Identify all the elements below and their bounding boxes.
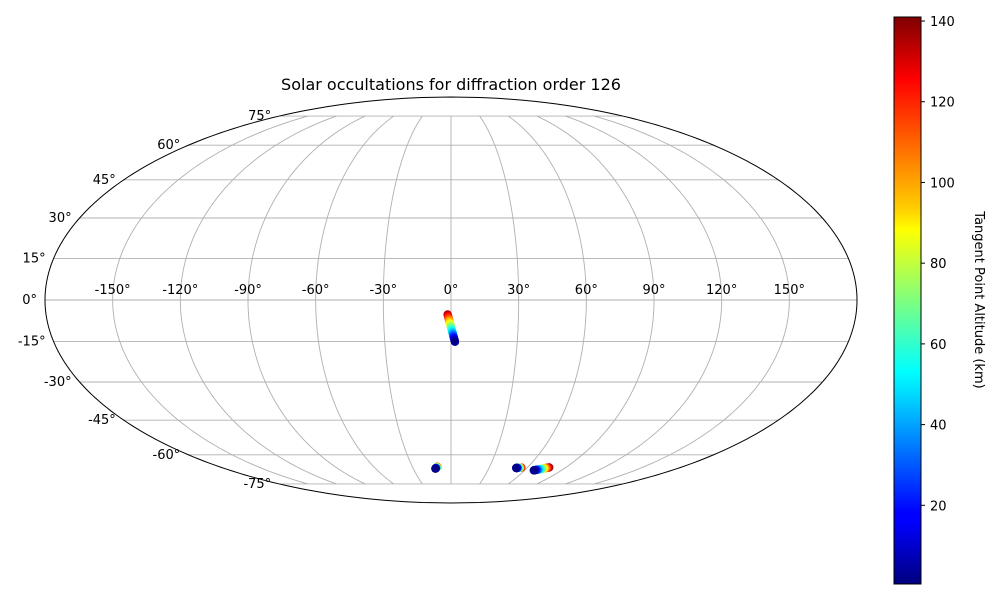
lon-tick-label: 150° bbox=[774, 283, 805, 298]
lon-tick-label: 90° bbox=[642, 283, 665, 298]
colorbar-tick-label: 120 bbox=[930, 96, 955, 111]
data-points bbox=[431, 310, 554, 475]
occultation-point bbox=[431, 464, 440, 473]
colorbar-tick-label: 140 bbox=[930, 15, 955, 30]
lon-tick-label: 30° bbox=[507, 283, 530, 298]
lat-tick-label: 60° bbox=[157, 138, 180, 153]
lat-tick-label: 30° bbox=[49, 211, 72, 226]
lat-tick-label: 0° bbox=[22, 293, 37, 308]
lon-tick-label: -60° bbox=[302, 283, 330, 298]
lat-tick-label: 75° bbox=[248, 109, 271, 124]
lat-tick-label: -75° bbox=[243, 477, 271, 492]
lat-tick-label: 15° bbox=[23, 251, 46, 266]
chart-title: Solar occultations for diffraction order… bbox=[281, 75, 621, 94]
colorbar-tick-label: 40 bbox=[930, 419, 947, 434]
occultation-point bbox=[512, 463, 521, 473]
lat-tick-label: -45° bbox=[88, 413, 116, 428]
occultation-point bbox=[529, 466, 538, 475]
lat-tick-label: -60° bbox=[153, 448, 181, 463]
map-area: -150° -120° -90° -60° -30° 0° 30° 60° 90° 120° 150… bbox=[18, 96, 858, 504]
lon-tick-label: 120° bbox=[706, 283, 737, 298]
colorbar-tick-label: 100 bbox=[930, 176, 955, 191]
colorbar-tick-label: 80 bbox=[930, 257, 947, 272]
colorbar: 20 40 60 80 100 120 140 Tangent Point Altitude… bbox=[893, 15, 986, 585]
lon-tick-label: -120° bbox=[162, 283, 198, 298]
lat-tick-label: 45° bbox=[93, 173, 116, 188]
lon-tick-label: -150° bbox=[95, 283, 131, 298]
gridlines bbox=[45, 115, 857, 485]
longitude-tick-labels: -150° -120° -90° -60° -30° 0° 30° 60° 90° 120° 150… bbox=[95, 283, 805, 298]
lon-tick-label: -90° bbox=[234, 283, 262, 298]
colorbar-tick-label: 60 bbox=[930, 338, 947, 353]
lat-tick-label: -15° bbox=[18, 335, 46, 350]
colorbar-ticks: 20 40 60 80 100 120 140 bbox=[921, 15, 955, 514]
colorbar-label: Tangent Point Altitude (km) bbox=[971, 210, 986, 388]
map-outline bbox=[44, 96, 858, 504]
latitude-tick-labels: 75° 60° 45° 30° 15° 0° -15° -30° -45° -60° -75° bbox=[18, 109, 271, 492]
lon-tick-label: 60° bbox=[575, 283, 598, 298]
colorbar-gradient bbox=[893, 16, 922, 585]
lon-tick-label: 0° bbox=[444, 283, 459, 298]
colorbar-tick-label: 20 bbox=[930, 499, 947, 514]
lat-tick-label: -30° bbox=[44, 375, 72, 390]
lon-tick-label: -30° bbox=[369, 283, 397, 298]
occultation-point bbox=[450, 337, 460, 347]
